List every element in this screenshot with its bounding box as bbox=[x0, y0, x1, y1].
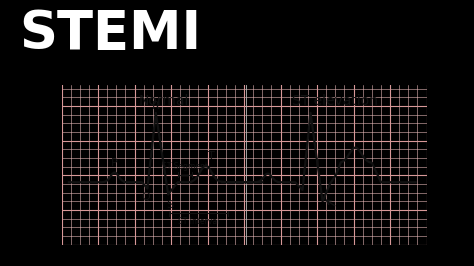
Text: Normal: Normal bbox=[138, 94, 189, 108]
Text: Q: Q bbox=[141, 192, 150, 202]
Text: STEMI: STEMI bbox=[19, 8, 201, 60]
Text: T: T bbox=[208, 151, 214, 161]
Text: ST elevation: ST elevation bbox=[292, 94, 378, 108]
Text: R: R bbox=[152, 101, 160, 111]
Text: S: S bbox=[166, 200, 173, 210]
Text: ST Segment: ST Segment bbox=[162, 162, 208, 171]
Text: ST Interval: ST Interval bbox=[178, 217, 219, 226]
Text: P: P bbox=[111, 158, 118, 168]
